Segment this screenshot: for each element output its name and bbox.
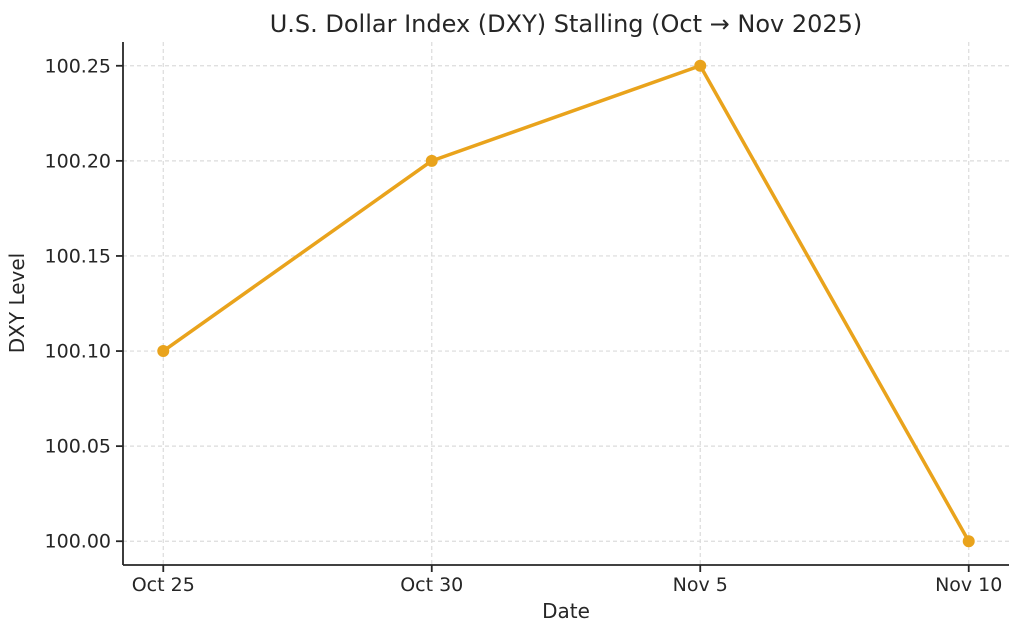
x-tick-label: Nov 5 — [673, 574, 728, 596]
x-tick-label: Oct 30 — [400, 574, 463, 596]
line-series — [157, 59, 975, 548]
data-point-marker — [425, 154, 438, 167]
data-point-marker — [157, 345, 170, 358]
series-line — [161, 64, 971, 543]
data-point-marker — [962, 535, 975, 548]
y-tick-label: 100.20 — [45, 150, 111, 172]
chart-title: U.S. Dollar Index (DXY) Stalling (Oct → … — [270, 10, 863, 38]
y-axis-label: DXY Level — [5, 253, 29, 353]
x-tick-label: Oct 25 — [132, 574, 195, 596]
y-tick-label: 100.10 — [45, 341, 111, 363]
axes: 100.00 100.05 100.10 100.15 100.20 100.25 Oct … — [45, 42, 1009, 596]
x-axis-label: Date — [542, 599, 590, 623]
data-point-marker — [694, 59, 707, 72]
y-tick-label: 100.25 — [45, 55, 111, 77]
y-tick-label: 100.15 — [45, 245, 111, 267]
y-tick-label: 100.00 — [45, 531, 111, 553]
grid-lines — [123, 42, 1009, 565]
y-tick-label: 100.05 — [45, 436, 111, 458]
x-tick-label: Nov 10 — [935, 574, 1002, 596]
